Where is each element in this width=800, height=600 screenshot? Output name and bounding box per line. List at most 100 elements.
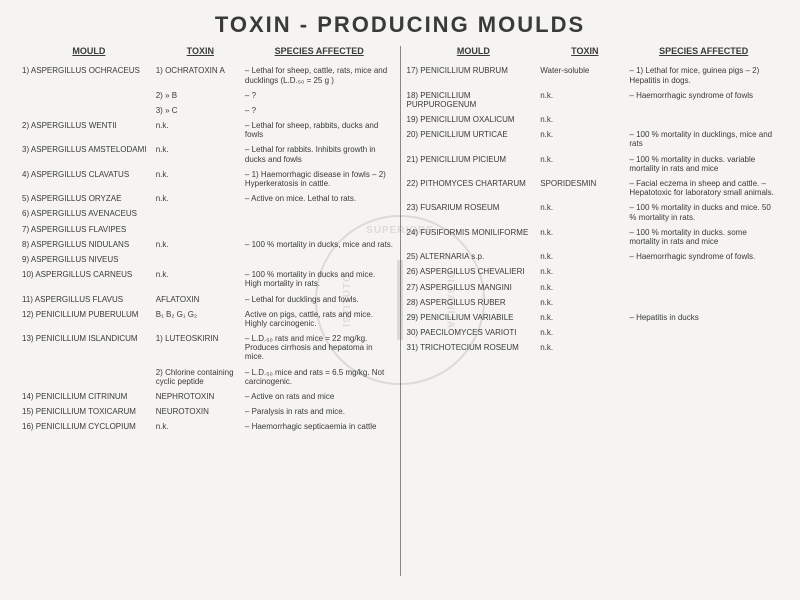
- cell-species: – Lethal for ducklings and fowls.: [245, 295, 394, 304]
- cell-toxin: NEUROTOXIN: [156, 407, 245, 416]
- cell-species: – Lethal for rabbits. Inhibits growth in…: [245, 145, 394, 163]
- cell-species: – ?: [245, 106, 394, 115]
- table-row: 3) ASPERGILLUS AMSTELODAMIn.k.– Lethal f…: [22, 145, 394, 163]
- cell-species: – Lethal for sheep, rabbits, ducks and f…: [245, 121, 394, 139]
- table-row: 1) ASPERGILLUS OCHRACEUS1) OCHRATOXIN A–…: [22, 66, 394, 84]
- cell-mould: 4) ASPERGILLUS CLAVATUS: [22, 170, 156, 188]
- cell-species: [245, 209, 394, 218]
- cell-species: – 100 % mortality in ducks, mice and rat…: [245, 240, 394, 249]
- cell-species: – 100 % mortality in ducklings, mice and…: [629, 130, 778, 148]
- table-row: 13) PENICILLIUM ISLANDICUM1) LUTEOSKIRIN…: [22, 334, 394, 362]
- cell-mould: 28) ASPERGILLUS RUBER: [407, 298, 541, 307]
- header-toxin: TOXIN: [540, 46, 629, 56]
- cell-mould: 16) PENICILLIUM CYCLOPIUM: [22, 422, 156, 431]
- cell-toxin: n.k.: [540, 91, 629, 109]
- cell-mould: 23) FUSARIUM ROSEUM: [407, 203, 541, 221]
- header-mould: MOULD: [407, 46, 541, 56]
- cell-mould: 14) PENICILLIUM CITRINUM: [22, 392, 156, 401]
- table-row: 30) PAECILOMYCES VARIOTIn.k.: [407, 328, 779, 337]
- header-mould: MOULD: [22, 46, 156, 56]
- table-row: 18) PENICILLIUM PURPUROGENUMn.k.– Haemor…: [407, 91, 779, 109]
- table-row: 20) PENICILLIUM URTICAEn.k.– 100 % morta…: [407, 130, 779, 148]
- cell-mould: 20) PENICILLIUM URTICAE: [407, 130, 541, 148]
- table-row: 12) PENICILLIUM PUBERULUMB₁ B₂ G₁ G₂Acti…: [22, 310, 394, 328]
- cell-toxin: [156, 255, 245, 264]
- cell-mould: 29) PENICILLIUM VARIABILE: [407, 313, 541, 322]
- cell-toxin: n.k.: [540, 298, 629, 307]
- cell-toxin: 3) » C: [156, 106, 245, 115]
- cell-mould: 21) PENICILLIUM PICIEUM: [407, 155, 541, 173]
- cell-mould: 30) PAECILOMYCES VARIOTI: [407, 328, 541, 337]
- cell-species: – Active on rats and mice: [245, 392, 394, 401]
- columns: MOULD TOXIN SPECIES AFFECTED 1) ASPERGIL…: [18, 46, 782, 576]
- left-rows: 1) ASPERGILLUS OCHRACEUS1) OCHRATOXIN A–…: [22, 66, 394, 431]
- table-row: 4) ASPERGILLUS CLAVATUSn.k.– 1) Haemorrh…: [22, 170, 394, 188]
- table-row: 28) ASPERGILLUS RUBERn.k.: [407, 298, 779, 307]
- cell-toxin: SPORIDESMIN: [540, 179, 629, 197]
- cell-mould: 24) FUSIFORMIS MONILIFORME: [407, 228, 541, 246]
- cell-species: – Paralysis in rats and mice.: [245, 407, 394, 416]
- cell-species: – Facial eczema in sheep and cattle. – H…: [629, 179, 778, 197]
- cell-mould: 22) PITHOMYCES CHARTARUM: [407, 179, 541, 197]
- table-row: 9) ASPERGILLUS NIVEUS: [22, 255, 394, 264]
- cell-toxin: [156, 225, 245, 234]
- table-row: 27) ASPERGILLUS MANGINIn.k.: [407, 283, 779, 292]
- table-row: 23) FUSARIUM ROSEUMn.k.– 100 % mortality…: [407, 203, 779, 221]
- table-row: 15) PENICILLIUM TOXICARUMNEUROTOXIN– Par…: [22, 407, 394, 416]
- cell-toxin: n.k.: [540, 283, 629, 292]
- cell-mould: 3) ASPERGILLUS AMSTELODAMI: [22, 145, 156, 163]
- right-rows: 17) PENICILLIUM RUBRUMWater-soluble– 1) …: [407, 66, 779, 352]
- cell-toxin: n.k.: [540, 267, 629, 276]
- cell-toxin: [156, 209, 245, 218]
- cell-toxin: NEPHROTOXIN: [156, 392, 245, 401]
- header-species: SPECIES AFFECTED: [245, 46, 394, 56]
- cell-toxin: n.k.: [156, 270, 245, 288]
- cell-toxin: n.k.: [156, 194, 245, 203]
- table-row: 24) FUSIFORMIS MONILIFORMEn.k.– 100 % mo…: [407, 228, 779, 246]
- table-row: 14) PENICILLIUM CITRINUMNEPHROTOXIN– Act…: [22, 392, 394, 401]
- cell-species: – Haemorrhagic syndrome of fowls.: [629, 252, 778, 261]
- table-row: 8) ASPERGILLUS NIDULANSn.k.– 100 % morta…: [22, 240, 394, 249]
- cell-species: [245, 225, 394, 234]
- table-row: 31) TRICHOTECIUM ROSEUMn.k.: [407, 343, 779, 352]
- table-row: 5) ASPERGILLUS ORYZAEn.k.– Active on mic…: [22, 194, 394, 203]
- cell-toxin: n.k.: [540, 203, 629, 221]
- cell-mould: 8) ASPERGILLUS NIDULANS: [22, 240, 156, 249]
- cell-species: [245, 255, 394, 264]
- table-row: 2) ASPERGILLUS WENTIIn.k.– Lethal for sh…: [22, 121, 394, 139]
- cell-mould: 25) ALTERNARIA s.p.: [407, 252, 541, 261]
- table-row: 7) ASPERGILLUS FLAVIPES: [22, 225, 394, 234]
- cell-mould: 12) PENICILLIUM PUBERULUM: [22, 310, 156, 328]
- cell-toxin: n.k.: [156, 145, 245, 163]
- cell-species: – Active on mice. Lethal to rats.: [245, 194, 394, 203]
- cell-toxin: n.k.: [156, 170, 245, 188]
- cell-toxin: 1) OCHRATOXIN A: [156, 66, 245, 84]
- cell-toxin: n.k.: [540, 343, 629, 352]
- cell-mould: 7) ASPERGILLUS FLAVIPES: [22, 225, 156, 234]
- cell-toxin: n.k.: [540, 155, 629, 173]
- cell-toxin: n.k.: [540, 228, 629, 246]
- table-row: 25) ALTERNARIA s.p.n.k.– Haemorrhagic sy…: [407, 252, 779, 261]
- cell-species: – 100 % mortality in ducks and mice. 50 …: [629, 203, 778, 221]
- cell-mould: 11) ASPERGILLUS FLAVUS: [22, 295, 156, 304]
- page: TOXIN - PRODUCING MOULDS MOULD TOXIN SPE…: [0, 0, 800, 600]
- table-row: 22) PITHOMYCES CHARTARUMSPORIDESMIN– Fac…: [407, 179, 779, 197]
- header-species: SPECIES AFFECTED: [629, 46, 778, 56]
- cell-species: – Haemorrhagic septicaemia in cattle: [245, 422, 394, 431]
- cell-species: – 100 % mortality in ducks and mice. Hig…: [245, 270, 394, 288]
- cell-species: – 1) Haemorrhagic disease in fowls – 2) …: [245, 170, 394, 188]
- table-row: 21) PENICILLIUM PICIEUMn.k.– 100 % morta…: [407, 155, 779, 173]
- cell-mould: 9) ASPERGILLUS NIVEUS: [22, 255, 156, 264]
- cell-mould: 6) ASPERGILLUS AVENACEUS: [22, 209, 156, 218]
- cell-species: – 100 % mortality in ducks. some mortali…: [629, 228, 778, 246]
- cell-toxin: 2) Chlorine containing cyclic peptide: [156, 368, 245, 386]
- cell-mould: 5) ASPERGILLUS ORYZAE: [22, 194, 156, 203]
- right-column: MOULD TOXIN SPECIES AFFECTED 17) PENICIL…: [403, 46, 783, 576]
- column-divider: [400, 46, 401, 576]
- cell-toxin: n.k.: [540, 313, 629, 322]
- cell-toxin: n.k.: [540, 252, 629, 261]
- cell-species: – 100 % mortality in ducks. variable mor…: [629, 155, 778, 173]
- headers-right: MOULD TOXIN SPECIES AFFECTED: [407, 46, 779, 56]
- cell-species: – Lethal for sheep, cattle, rats, mice a…: [245, 66, 394, 84]
- cell-species: [629, 343, 778, 352]
